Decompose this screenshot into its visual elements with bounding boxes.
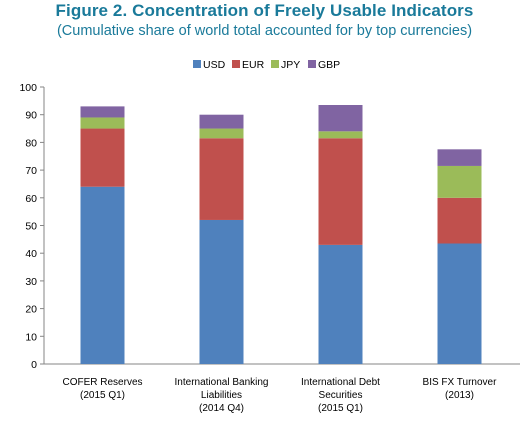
bar-segment-usd — [437, 243, 482, 364]
bar-segment-gbp — [437, 149, 482, 166]
category-label: COFER Reserves — [62, 377, 142, 388]
chart-subtitle: (Cumulative share of world total account… — [56, 23, 473, 39]
category-label: International Banking — [175, 377, 269, 388]
y-tick-label: 90 — [25, 110, 37, 122]
bar-segment-jpy — [199, 128, 244, 139]
bar-segment-jpy — [80, 117, 125, 129]
bar-stack — [199, 114, 244, 364]
bar-segment-usd — [199, 219, 244, 364]
y-tick-label: 30 — [25, 276, 37, 288]
legend-label-usd: USD — [203, 59, 226, 71]
bar-segment-gbp — [199, 114, 244, 129]
legend: USD EUR JPY GBP — [193, 59, 340, 71]
bar-segment-eur — [437, 197, 482, 244]
category-label: (2015 Q1) — [80, 390, 125, 401]
bar-segment-gbp — [80, 106, 125, 118]
category-label: BIS FX Turnover — [423, 377, 498, 388]
legend-label-jpy: JPY — [281, 59, 300, 71]
category-label: Securities — [319, 390, 363, 401]
y-tick-label: 40 — [25, 248, 37, 260]
bar-segment-eur — [80, 128, 125, 187]
legend-swatch-eur — [232, 60, 240, 68]
category-label: (2013) — [445, 390, 474, 401]
bar-segment-usd — [80, 186, 125, 364]
y-tick-label: 50 — [25, 221, 37, 233]
bar-segment-eur — [318, 138, 363, 245]
y-tick-label: 0 — [31, 359, 37, 371]
bar-segment-jpy — [318, 131, 363, 139]
bar-segment-eur — [199, 138, 244, 220]
y-tick-label: 60 — [25, 193, 37, 205]
bar-stack — [80, 106, 125, 364]
category-label: Liabilities — [201, 390, 242, 401]
bar-segment-gbp — [318, 105, 363, 132]
y-tick-label: 10 — [25, 331, 37, 343]
y-tick-label: 100 — [19, 82, 37, 94]
bars — [80, 105, 482, 364]
category-labels: COFER Reserves (2015 Q1) International Ban… — [62, 377, 497, 414]
category-label: (2014 Q4) — [199, 403, 244, 414]
legend-label-eur: EUR — [242, 59, 265, 71]
category-label: International Debt — [301, 377, 380, 388]
category-label: (2015 Q1) — [318, 403, 363, 414]
y-tick-label: 20 — [25, 304, 37, 316]
y-tick-label: 80 — [25, 137, 37, 149]
bar-stack — [318, 105, 363, 364]
bar-segment-usd — [318, 244, 363, 364]
legend-swatch-jpy — [271, 60, 279, 68]
legend-swatch-usd — [193, 60, 201, 68]
legend-swatch-gbp — [308, 60, 316, 68]
bar-segment-jpy — [437, 165, 482, 198]
bar-stack — [437, 149, 482, 364]
y-tick-label: 70 — [25, 165, 37, 177]
legend-label-gbp: GBP — [318, 59, 340, 71]
chart-title: Figure 2. Concentration of Freely Usable… — [55, 1, 474, 20]
